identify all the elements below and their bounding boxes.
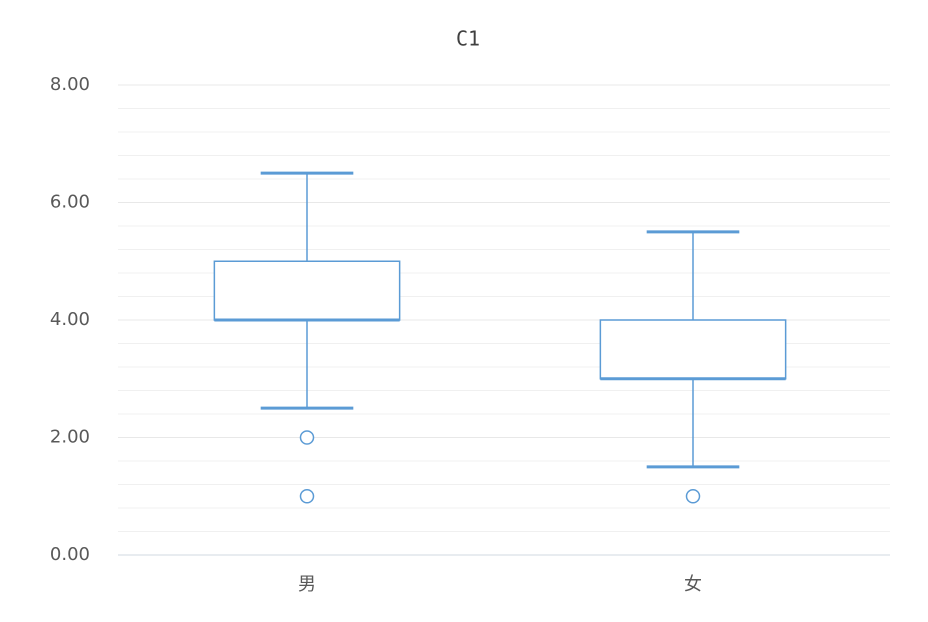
- x-tick-label: 女: [684, 574, 702, 595]
- x-tick-label: 男: [298, 574, 316, 595]
- outlier: [685, 489, 701, 504]
- outlier: [299, 489, 315, 504]
- y-tick-label: 4.00: [50, 309, 90, 330]
- box: [599, 319, 787, 380]
- chart-title: C1: [456, 27, 480, 51]
- y-tick-label: 8.00: [50, 74, 90, 95]
- y-tick-label: 2.00: [50, 427, 90, 448]
- outlier: [299, 430, 315, 445]
- y-tick-label: 6.00: [50, 192, 90, 213]
- y-tick-label: 0.00: [50, 544, 90, 565]
- box: [213, 260, 401, 321]
